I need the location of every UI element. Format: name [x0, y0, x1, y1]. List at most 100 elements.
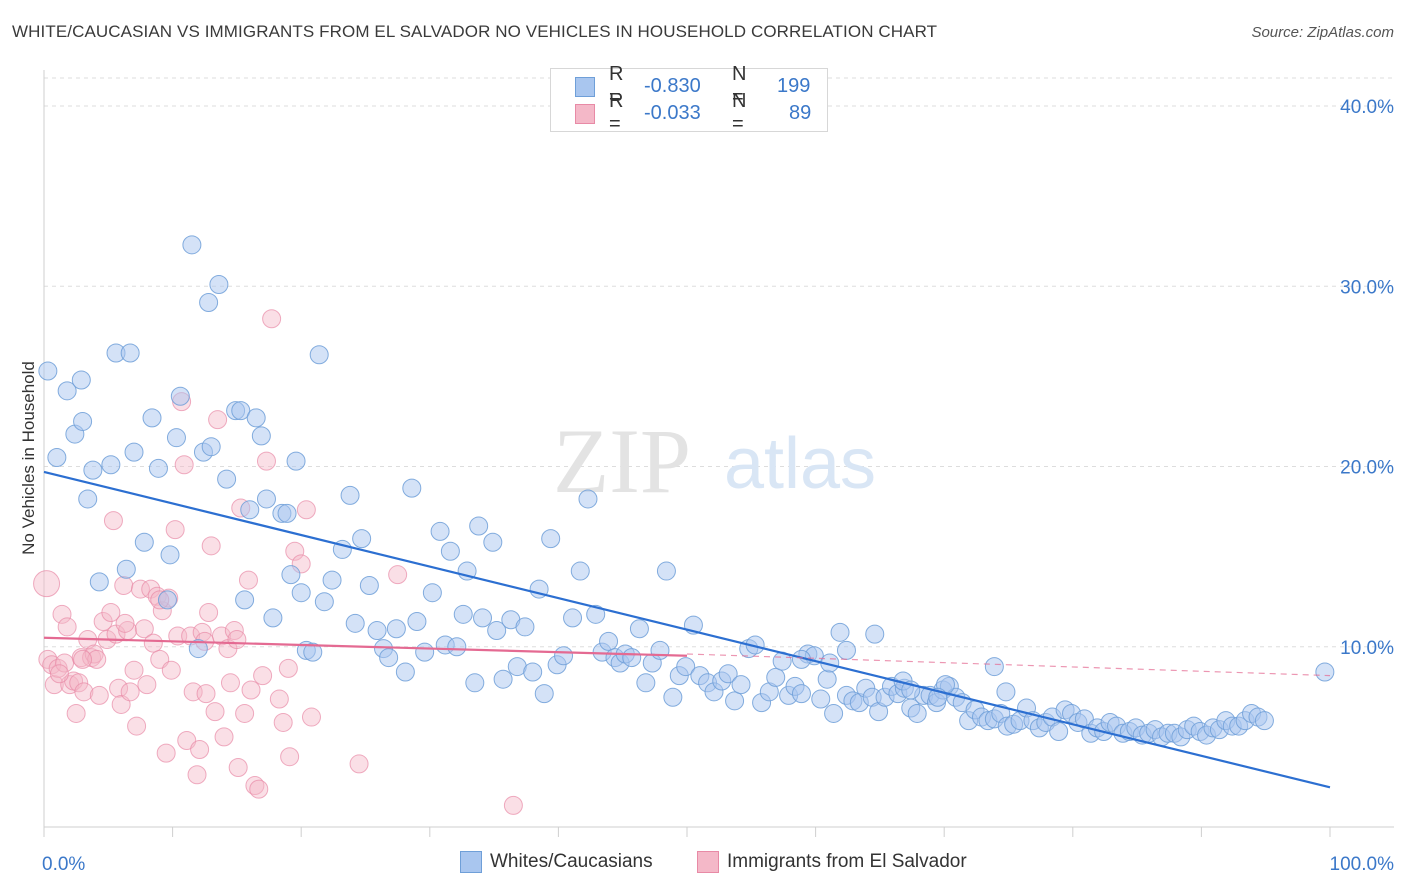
data-point-whites	[483, 532, 503, 552]
data-point-whites	[493, 669, 513, 689]
data-point-whites	[1254, 711, 1274, 731]
data-point-whites	[541, 529, 561, 549]
data-point-el-salvador	[114, 575, 134, 595]
data-point-el-salvador	[238, 570, 258, 590]
data-point-el-salvador	[74, 682, 94, 702]
data-point-whites	[142, 408, 162, 428]
data-point-whites	[663, 687, 683, 707]
data-point-el-salvador	[101, 603, 121, 623]
y-tick-label: 30.0%	[1340, 277, 1394, 298]
data-point-whites	[47, 448, 67, 468]
legend-r-value: -0.033	[644, 101, 701, 124]
data-point-el-salvador	[73, 649, 93, 669]
legend-n-value: 199	[777, 74, 811, 97]
legend-label-whites: Whites/Caucasians	[490, 851, 653, 872]
legend-n-label: N =	[732, 90, 747, 135]
data-point-whites	[166, 428, 186, 448]
data-point-el-salvador	[208, 410, 228, 430]
data-point-el-salvador	[127, 716, 147, 736]
legend-swatch-blue	[575, 77, 595, 97]
data-point-whites	[160, 545, 180, 565]
trend-line-el-salvador	[43, 636, 688, 657]
legend-label-el-salvador: Immigrants from El Salvador	[727, 851, 967, 872]
data-point-el-salvador	[235, 703, 255, 723]
data-point-el-salvador	[66, 703, 86, 723]
data-point-el-salvador	[124, 660, 144, 680]
data-point-whites	[824, 703, 844, 723]
legend-r-label: R =	[609, 63, 624, 108]
data-point-whites	[402, 478, 422, 498]
data-point-el-salvador	[256, 451, 276, 471]
data-point-el-salvador	[134, 619, 154, 639]
data-point-whites	[586, 604, 606, 624]
data-point-whites	[386, 619, 406, 639]
data-point-whites	[83, 460, 103, 480]
tick-labels: 10.0% 20.0% 30.0% 40.0% 0.0% 100.0%	[42, 97, 1394, 875]
data-point-whites	[415, 642, 435, 662]
data-point-whites	[865, 624, 885, 644]
grid-lines	[44, 77, 1394, 648]
legend-n-value: 89	[789, 101, 812, 124]
data-point-whites	[314, 592, 334, 612]
data-point-whites	[120, 343, 140, 363]
data-point-whites	[515, 617, 535, 637]
chart-title: WHITE/CAUCASIAN VS IMMIGRANTS FROM EL SA…	[12, 22, 938, 41]
watermark-zip: ZIP	[553, 410, 691, 512]
data-point-whites	[563, 608, 583, 628]
data-point-el-salvador	[253, 666, 273, 686]
data-point-whites	[235, 590, 255, 610]
data-point-el-salvador	[201, 536, 221, 556]
data-point-whites	[352, 529, 372, 549]
data-point-el-salvador	[137, 675, 157, 695]
data-point-el-salvador	[196, 684, 216, 704]
data-point-whites	[731, 675, 751, 695]
y-tick-label: 40.0%	[1340, 97, 1394, 118]
data-point-whites	[134, 532, 154, 552]
data-point-whites	[199, 293, 219, 313]
data-point-whites	[836, 640, 856, 660]
data-point-el-salvador	[115, 613, 135, 633]
y-tick-label: 10.0%	[1340, 638, 1394, 659]
data-point-el-salvador	[199, 603, 219, 623]
data-point-whites	[629, 619, 649, 639]
data-point-el-salvador	[228, 758, 248, 778]
data-point-whites	[38, 361, 58, 381]
trend-line-whites	[43, 470, 1331, 789]
data-point-whites	[447, 637, 467, 657]
data-point-whites	[676, 657, 696, 677]
data-point-el-salvador	[301, 707, 321, 727]
data-point-whites	[246, 408, 266, 428]
data-point-whites	[766, 667, 786, 687]
data-point-whites	[303, 642, 323, 662]
x-tick-label: 0.0%	[42, 854, 85, 875]
data-point-whites	[570, 561, 590, 581]
legend-swatch-blue	[460, 851, 482, 873]
data-point-el-salvador	[285, 541, 305, 561]
data-point-el-salvador	[87, 649, 107, 669]
data-point-whites	[309, 345, 329, 365]
data-point-whites	[440, 541, 460, 561]
data-point-whites	[830, 622, 850, 642]
data-point-whites	[650, 640, 670, 660]
data-point-el-salvador	[44, 675, 64, 695]
data-point-el-salvador	[249, 779, 269, 799]
data-point-whites	[817, 669, 837, 689]
data-point-whites	[89, 572, 109, 592]
data-point-el-salvador	[109, 678, 129, 698]
axes	[43, 70, 1394, 837]
data-point-whites	[395, 662, 415, 682]
data-point-whites	[811, 689, 831, 709]
data-point-el-salvador	[161, 660, 181, 680]
data-point-el-salvador	[52, 604, 72, 624]
data-point-el-salvador	[205, 702, 225, 722]
data-point-whites	[73, 411, 93, 431]
data-point-whites	[1049, 721, 1069, 741]
data-point-whites	[217, 469, 237, 489]
y-axis-title: No Vehicles in Household	[19, 361, 38, 555]
source-credit: Source: ZipAtlas.com	[1251, 24, 1394, 41]
data-point-whites	[473, 608, 493, 628]
legend-swatch-pink	[575, 104, 595, 124]
data-point-el-salvador	[89, 685, 109, 705]
data-point-whites	[148, 458, 168, 478]
